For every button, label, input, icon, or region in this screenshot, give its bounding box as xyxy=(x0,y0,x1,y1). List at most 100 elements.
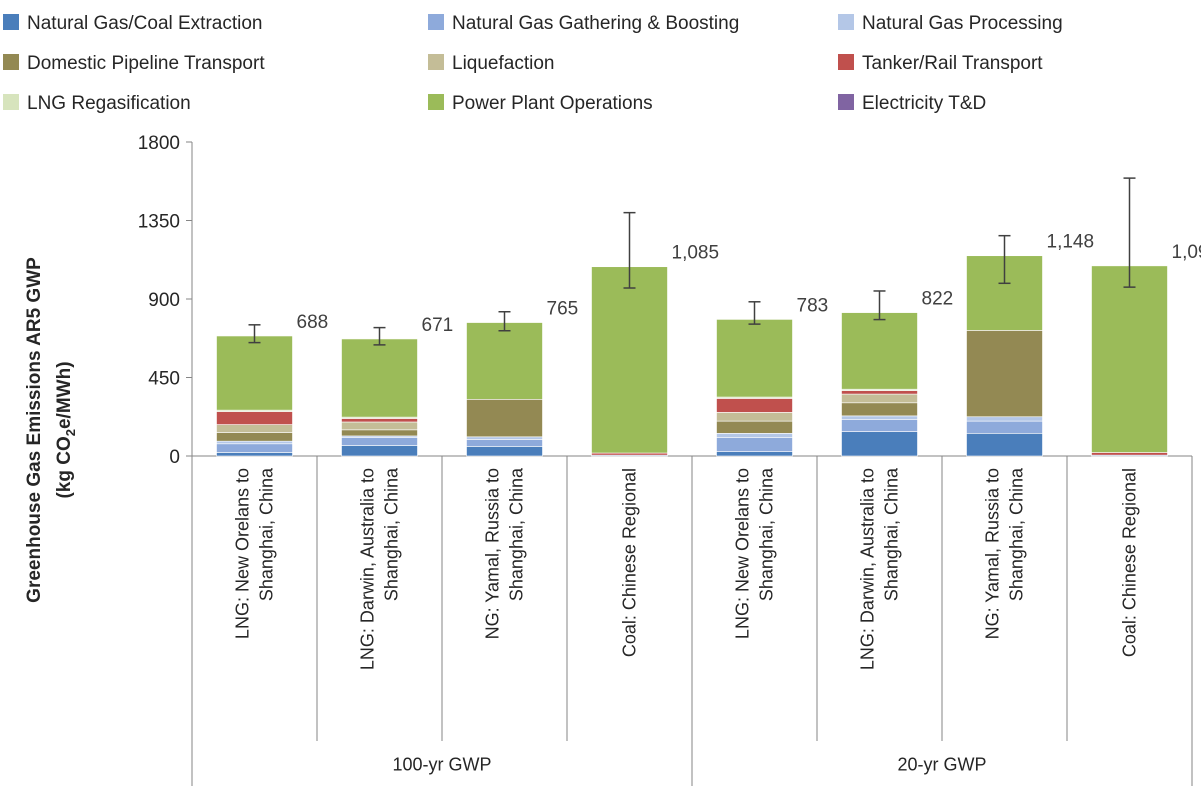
category-label-line-3-0: Coal: Chinese Regional xyxy=(620,468,640,657)
bar-segment-2-3 xyxy=(466,399,543,438)
bar-segment-2-1 xyxy=(466,439,543,447)
category-label-3: Coal: Chinese Regional xyxy=(620,468,640,657)
category-label-line-2-1: Shanghai, China xyxy=(507,467,527,601)
bar-segment-5-2 xyxy=(841,415,918,420)
category-label-line-7-0: Coal: Chinese Regional xyxy=(1120,468,1140,657)
bar-segment-5-1 xyxy=(841,419,918,432)
category-label-line-2-0: NG: Yamal, Russia to xyxy=(483,468,503,639)
total-label-2: 765 xyxy=(547,299,579,320)
y-axis-label-subscript: 2 xyxy=(63,429,78,436)
y-tick-label-2: 900 xyxy=(148,290,180,311)
y-axis-label: Greenhouse Gas Emissions AR5 GWP (kg CO2… xyxy=(24,257,78,603)
legend-label-8: Electricity T&D xyxy=(862,93,986,114)
legend-label-7: Power Plant Operations xyxy=(452,93,653,114)
category-label-line-0-0: LNG: New Orelans to xyxy=(233,468,253,639)
bar-segment-1-3 xyxy=(341,429,418,437)
bar-segment-0-3 xyxy=(216,432,293,442)
bar-segment-6-2 xyxy=(966,416,1043,422)
y-tick-label-4: 1800 xyxy=(138,133,180,154)
category-label-2: NG: Yamal, Russia to Shanghai, China xyxy=(483,467,527,639)
bar-segment-3-7 xyxy=(591,266,668,454)
bar-segment-3-5 xyxy=(591,452,668,456)
legend-label-5: Tanker/Rail Transport xyxy=(862,53,1043,74)
legend-label-6: LNG Regasification xyxy=(27,93,191,114)
bar-segment-4-1 xyxy=(716,437,793,452)
bar-segment-1-0 xyxy=(341,445,418,457)
bar-segment-5-0 xyxy=(841,431,918,457)
y-axis-label-line1: Greenhouse Gas Emissions AR5 GWP xyxy=(24,257,45,603)
category-label-line-4-1: Shanghai, China xyxy=(757,467,777,601)
legend: Natural Gas/Coal Extraction Natural Gas G… xyxy=(3,13,1063,114)
category-label-5: LNG: Darwin, Australia to Shanghai, China xyxy=(858,467,902,670)
legend-label-0: Natural Gas/Coal Extraction xyxy=(27,13,263,34)
bar-segment-4-0 xyxy=(716,451,793,457)
bar-segment-1-4 xyxy=(341,421,418,431)
bar-segment-4-5 xyxy=(716,398,793,413)
total-label-6: 1,148 xyxy=(1047,232,1095,253)
group-label-1: 20-yr GWP xyxy=(897,755,986,775)
total-label-3: 1,085 xyxy=(672,243,720,264)
legend-swatch-1 xyxy=(428,14,444,30)
legend-label-3: Domestic Pipeline Transport xyxy=(27,53,265,74)
bar-segment-0-2 xyxy=(216,440,293,445)
bar-segment-0-5 xyxy=(216,411,293,425)
legend-label-1: Natural Gas Gathering & Boosting xyxy=(452,13,739,34)
legend-swatch-0 xyxy=(3,14,19,30)
bar-segment-4-4 xyxy=(716,412,793,422)
category-label-1: LNG: Darwin, Australia to Shanghai, China xyxy=(358,467,402,670)
total-label-7: 1,090 xyxy=(1172,242,1201,263)
axes: 0 450 900 1350 1800 xyxy=(138,133,1193,786)
bar-segment-4-2 xyxy=(716,433,793,438)
total-label-0: 688 xyxy=(297,312,329,333)
bar-segment-2-7 xyxy=(466,322,543,400)
legend-swatch-2 xyxy=(838,14,854,30)
category-label-line-4-0: LNG: New Orelans to xyxy=(733,468,753,639)
y-axis-label-suffix: e/MWh) xyxy=(54,361,75,429)
legend-label-4: Liquefaction xyxy=(452,53,554,74)
y-tick-label-3: 1350 xyxy=(138,212,180,233)
group-label-0: 100-yr GWP xyxy=(392,755,491,775)
category-label-6: NG: Yamal, Russia to Shanghai, China xyxy=(983,467,1027,639)
total-label-1: 671 xyxy=(422,315,454,336)
bar-segment-5-3 xyxy=(841,402,918,417)
bar-segment-5-4 xyxy=(841,393,918,404)
bar-segment-1-5 xyxy=(341,418,418,423)
legend-swatch-4 xyxy=(428,54,444,70)
y-tick-label-0: 0 xyxy=(169,447,180,468)
bar-segment-1-7 xyxy=(341,338,418,418)
bar-segment-2-2 xyxy=(466,436,543,440)
svg-text:Greenhouse Gas Emissions AR5 G: Greenhouse Gas Emissions AR5 GWP xyxy=(24,257,45,603)
category-label-7: Coal: Chinese Regional xyxy=(1120,468,1140,657)
category-label-line-6-0: NG: Yamal, Russia to xyxy=(983,468,1003,639)
svg-text:(kg CO2e/MWh): (kg CO2e/MWh) xyxy=(54,361,78,498)
bar-segment-4-3 xyxy=(716,420,793,434)
category-label-line-1-1: Shanghai, China xyxy=(382,467,402,601)
category-label-line-0-1: Shanghai, China xyxy=(257,467,277,601)
category-label-0: LNG: New Orelans to Shanghai, China xyxy=(233,467,277,639)
legend-swatch-6 xyxy=(3,94,19,110)
bar-segment-2-0 xyxy=(466,446,543,457)
y-axis-label-prefix: (kg CO xyxy=(54,436,75,498)
category-label-line-6-1: Shanghai, China xyxy=(1007,467,1027,601)
error-bars xyxy=(248,177,1136,346)
total-label-4: 783 xyxy=(797,295,829,316)
bar-segment-1-1 xyxy=(341,437,418,446)
category-label-line-5-1: Shanghai, China xyxy=(882,467,902,601)
bar-segment-6-1 xyxy=(966,420,1043,434)
bar-segment-5-5 xyxy=(841,390,918,395)
bar-segment-0-4 xyxy=(216,424,293,433)
legend-swatch-7 xyxy=(428,94,444,110)
total-label-5: 822 xyxy=(922,289,954,310)
y-tick-label-1: 450 xyxy=(148,369,180,390)
bars xyxy=(216,255,1168,457)
bar-segment-4-7 xyxy=(716,319,793,398)
bar-segment-0-0 xyxy=(216,452,293,457)
legend-label-2: Natural Gas Processing xyxy=(862,13,1063,34)
bar-segment-6-3 xyxy=(966,330,1043,418)
bar-segment-7-7 xyxy=(1091,265,1168,453)
legend-swatch-3 xyxy=(3,54,19,70)
bar-segment-0-7 xyxy=(216,335,293,411)
legend-swatch-5 xyxy=(838,54,854,70)
category-label-line-1-0: LNG: Darwin, Australia to xyxy=(358,468,378,670)
